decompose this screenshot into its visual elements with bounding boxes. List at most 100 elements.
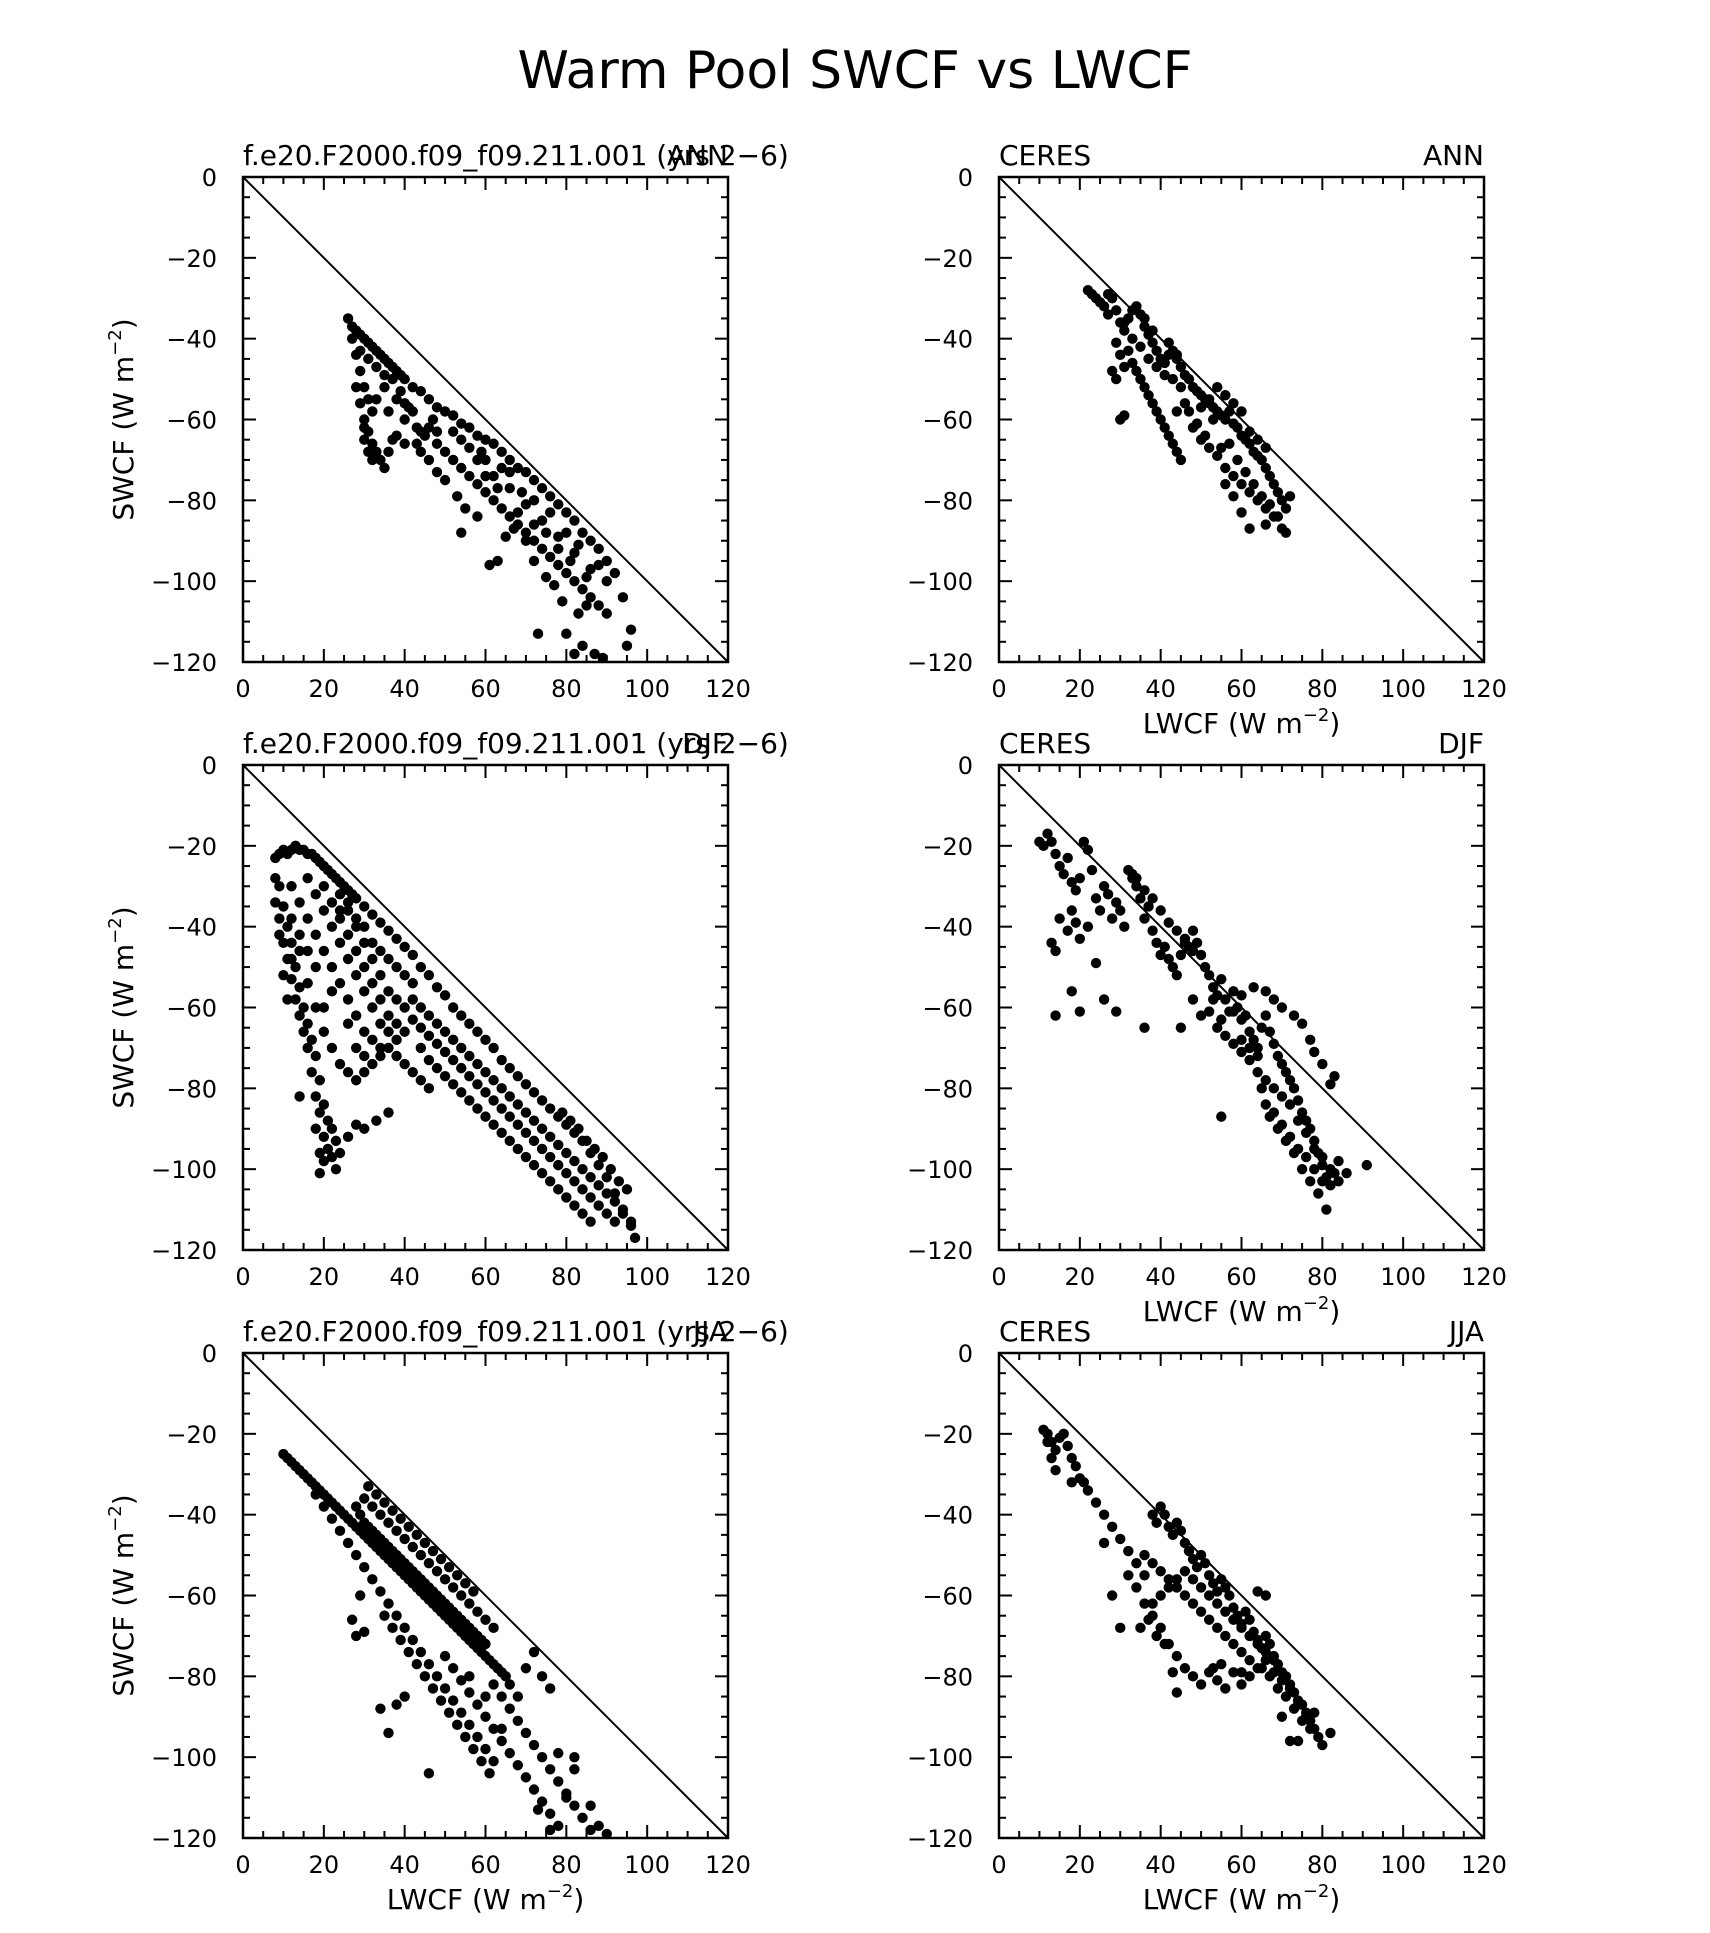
data-point <box>1228 1038 1239 1050</box>
data-point <box>512 1099 524 1110</box>
data-point <box>1272 1123 1284 1134</box>
data-point <box>1143 390 1154 401</box>
data-point <box>1195 402 1207 413</box>
data-point <box>1098 994 1110 1005</box>
panel-left-label: CERES <box>999 1315 1091 1348</box>
data-point <box>342 1018 354 1029</box>
data-point <box>1284 1075 1296 1086</box>
data-point <box>609 1216 621 1227</box>
data-point <box>310 1123 321 1134</box>
panel-right-label: JJA <box>1447 1315 1484 1348</box>
data-point <box>1098 881 1110 892</box>
data-point <box>1244 426 1255 437</box>
data-point <box>1167 1529 1178 1541</box>
data-point <box>314 1107 325 1118</box>
data-point <box>415 446 427 458</box>
data-point <box>1256 1083 1267 1094</box>
y-tick-label: −20 <box>166 1421 217 1449</box>
data-point <box>1066 1452 1077 1464</box>
data-point <box>601 1172 612 1183</box>
panel-right-label: JJA <box>691 1315 728 1348</box>
data-point <box>1106 1590 1118 1601</box>
data-point <box>1163 917 1174 928</box>
data-point <box>488 1119 499 1130</box>
data-point <box>294 897 305 908</box>
data-point <box>536 515 548 526</box>
data-point <box>593 600 604 611</box>
data-point <box>1272 487 1284 498</box>
x-axis-label: LWCF (W m−2) <box>1143 1293 1341 1328</box>
data-point <box>488 1075 499 1086</box>
data-point <box>330 1163 342 1175</box>
data-point <box>1191 418 1203 429</box>
data-point <box>456 1675 467 1686</box>
data-point <box>1119 317 1130 328</box>
panel-right-label: ANN <box>1423 139 1484 172</box>
data-point <box>520 1663 532 1674</box>
data-point <box>512 1071 524 1082</box>
data-point <box>1171 1517 1183 1528</box>
data-point <box>1042 1428 1053 1440</box>
scatter-points <box>270 840 641 1244</box>
data-point <box>1163 337 1174 348</box>
y-tick-label: −100 <box>907 1156 973 1184</box>
data-point <box>464 1018 475 1029</box>
data-point <box>476 1756 487 1767</box>
data-point <box>318 945 330 957</box>
y-tick-label: −80 <box>922 1663 973 1691</box>
data-point <box>443 1707 455 1718</box>
data-point <box>520 1107 532 1118</box>
data-point <box>1252 1042 1263 1054</box>
x-tick-label: 20 <box>1065 675 1096 703</box>
y-tick-label: −100 <box>907 1744 973 1772</box>
data-point <box>383 406 394 417</box>
y-tick-label: −40 <box>922 1502 973 1530</box>
data-point <box>1325 1180 1336 1191</box>
y-tick-label: −40 <box>166 1502 217 1530</box>
data-point <box>1208 982 1219 993</box>
data-point <box>460 1731 471 1743</box>
data-point <box>609 1188 621 1199</box>
data-point <box>423 1557 435 1569</box>
data-point <box>1224 406 1235 417</box>
data-point <box>1131 881 1142 892</box>
data-point <box>472 1103 483 1114</box>
data-point <box>359 1066 370 1078</box>
data-point <box>480 1066 491 1078</box>
data-point <box>1131 1582 1142 1593</box>
data-point <box>391 1050 402 1062</box>
data-point <box>431 1038 443 1050</box>
data-point <box>419 430 431 441</box>
data-point <box>379 381 390 393</box>
data-point <box>1098 1509 1110 1520</box>
data-point <box>577 584 588 595</box>
data-point <box>391 1525 402 1537</box>
data-point <box>302 978 313 989</box>
data-point <box>553 543 564 555</box>
data-point <box>1268 1654 1280 1666</box>
data-point <box>1341 1168 1352 1179</box>
data-point <box>411 438 422 449</box>
data-point <box>1203 1570 1215 1581</box>
data-point <box>561 1192 572 1203</box>
x-tick-label: 60 <box>1226 675 1257 703</box>
data-point <box>472 511 483 522</box>
data-point <box>504 454 515 466</box>
data-point <box>1260 519 1271 530</box>
data-point <box>1139 1570 1150 1581</box>
data-point <box>1066 986 1077 997</box>
data-point <box>350 913 362 924</box>
data-point <box>435 1695 447 1706</box>
data-point <box>488 1622 499 1634</box>
x-tick-label: 100 <box>624 675 670 703</box>
data-point <box>585 1192 596 1203</box>
data-point <box>1054 860 1065 872</box>
data-point <box>1284 1735 1296 1747</box>
data-point <box>504 466 515 478</box>
data-point <box>1195 1582 1207 1593</box>
data-point <box>520 1772 532 1783</box>
data-point <box>359 1626 370 1638</box>
data-point <box>379 1610 390 1621</box>
data-point <box>439 1071 451 1082</box>
